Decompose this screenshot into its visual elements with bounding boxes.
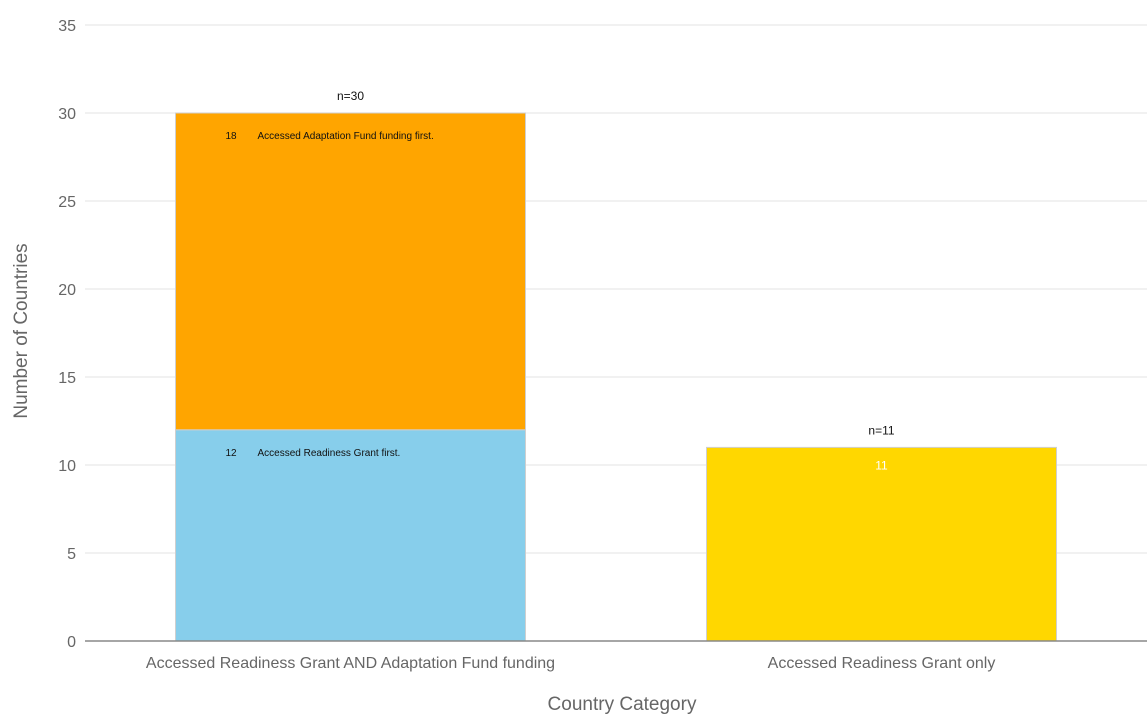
y-axis-ticks: 0 5 10 15 20 25 30 35	[58, 18, 76, 651]
segment-value-label: 11	[875, 458, 888, 472]
bar-total-label: n=30	[337, 89, 364, 103]
bars	[175, 112, 1057, 642]
y-tick-label: 0	[67, 634, 76, 651]
bar-segment	[706, 446, 1057, 642]
segment-value-label: 18	[226, 131, 238, 142]
y-tick-label: 25	[58, 194, 76, 211]
bar-segment	[175, 429, 526, 642]
y-tick-label: 5	[67, 546, 76, 563]
y-tick-label: 10	[58, 458, 76, 475]
y-tick-label: 15	[58, 370, 76, 387]
bar-segment	[175, 112, 526, 431]
segment-description-label: Accessed Readiness Grant first.	[258, 448, 401, 459]
y-tick-label: 20	[58, 282, 76, 299]
bar-total-label: n=11	[868, 423, 894, 437]
x-category-label: Accessed Readiness Grant only	[768, 655, 996, 672]
x-axis-title: Country Category	[548, 694, 697, 714]
y-axis-title: Number of Countries	[11, 243, 32, 418]
bar-labels: 12 Accessed Readiness Grant first. 18 Acces…	[226, 89, 895, 472]
y-tick-label: 35	[58, 18, 76, 35]
y-tick-label: 30	[58, 106, 76, 123]
x-axis-categories: Accessed Readiness Grant AND Adaptation …	[146, 655, 995, 672]
segment-value-label: 12	[226, 448, 238, 459]
segment-description-label: Accessed Adaptation Fund funding first.	[258, 131, 434, 142]
x-category-label: Accessed Readiness Grant AND Adaptation …	[146, 655, 555, 672]
